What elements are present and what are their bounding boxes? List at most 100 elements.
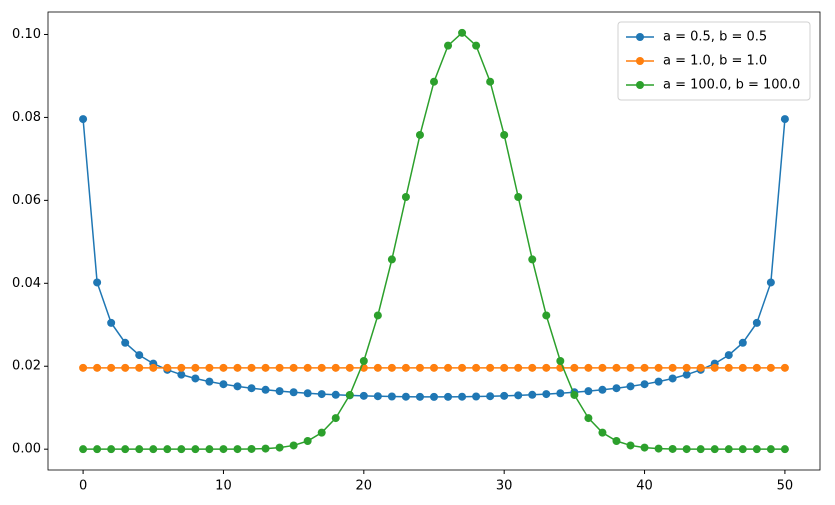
point (93, 445, 102, 454)
point (317, 428, 326, 437)
point (303, 363, 312, 372)
point (710, 445, 719, 454)
point (415, 363, 424, 372)
point (107, 318, 116, 327)
x-tick-label: 0 (79, 479, 87, 494)
point (149, 445, 158, 454)
point (345, 363, 354, 372)
point (303, 437, 312, 446)
x-tick-label: 30 (496, 479, 513, 494)
point (79, 363, 88, 372)
y-tick-label: 0.00 (12, 442, 41, 457)
point (93, 278, 102, 287)
point (766, 445, 775, 454)
point (177, 445, 186, 454)
y-tick-label: 0.08 (12, 110, 41, 125)
point (373, 392, 382, 401)
point (654, 377, 663, 386)
point (135, 351, 144, 360)
point (401, 192, 410, 201)
point (275, 387, 284, 396)
point (682, 363, 691, 372)
point (79, 115, 88, 124)
x-tick-label: 20 (356, 479, 373, 494)
point (626, 363, 635, 372)
point (584, 363, 593, 372)
point (472, 392, 481, 401)
point (612, 437, 621, 446)
point (724, 363, 733, 372)
point (612, 384, 621, 393)
point (458, 392, 467, 401)
legend-label: a = 0.5, b = 0.5 (663, 30, 767, 45)
point (79, 445, 88, 454)
point (317, 363, 326, 372)
point (233, 445, 242, 454)
point (556, 357, 565, 366)
point (177, 363, 186, 372)
point (612, 363, 621, 372)
point (401, 363, 410, 372)
plot-frame (47, 11, 821, 471)
point (247, 384, 256, 393)
point (275, 363, 284, 372)
point (261, 385, 270, 394)
point (766, 278, 775, 287)
point (373, 311, 382, 320)
point (668, 363, 677, 372)
legend-box (617, 21, 811, 101)
point (387, 363, 396, 372)
point (121, 445, 130, 454)
point (556, 389, 565, 398)
point (542, 311, 551, 320)
point (430, 363, 438, 372)
point (710, 363, 719, 372)
point (191, 363, 200, 372)
point (598, 428, 607, 437)
point (163, 445, 172, 454)
point (387, 392, 396, 401)
point (500, 391, 509, 400)
point (570, 390, 579, 399)
point (247, 363, 256, 372)
legend-marker (636, 57, 644, 65)
point (752, 445, 761, 454)
point (626, 382, 635, 391)
point (247, 444, 256, 453)
point (598, 363, 607, 372)
point (261, 444, 270, 453)
point (738, 445, 747, 454)
point (766, 363, 775, 372)
point (598, 385, 607, 394)
y-tick-label: 0.04 (12, 276, 41, 291)
point (303, 389, 312, 398)
point (163, 363, 172, 372)
point (724, 351, 733, 360)
point (472, 363, 481, 372)
y-tick-label: 0.10 (12, 27, 41, 42)
point (430, 77, 438, 86)
point (752, 363, 761, 372)
point (780, 445, 789, 454)
point (570, 363, 579, 372)
point (738, 338, 747, 347)
x-tick-label: 50 (777, 479, 794, 494)
x-tick-label: 10 (215, 479, 232, 494)
point (219, 445, 228, 454)
point (205, 363, 214, 372)
point (289, 363, 298, 372)
point (387, 255, 396, 264)
point (724, 445, 733, 454)
point (331, 414, 340, 423)
series-line (82, 119, 786, 398)
point (696, 445, 705, 454)
point (107, 363, 116, 372)
point (430, 392, 438, 401)
point (205, 445, 214, 454)
point (444, 41, 453, 50)
point (682, 370, 691, 379)
point (135, 363, 144, 372)
point (177, 370, 186, 379)
point (135, 445, 144, 454)
